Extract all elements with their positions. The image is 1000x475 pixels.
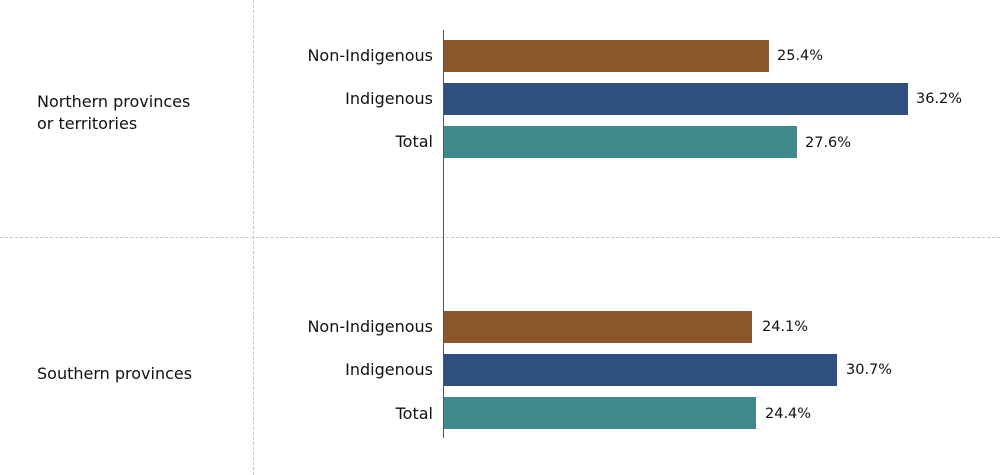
- value-label: 36.2%: [916, 91, 963, 107]
- value-label: 30.7%: [846, 362, 893, 378]
- bar-northern-indigenous: [444, 83, 908, 115]
- value-label: 27.6%: [805, 135, 852, 151]
- value-label: 25.4%: [777, 48, 824, 64]
- group-label-northern: Northern provinces or territories: [37, 92, 191, 133]
- group-label-southern: Southern provinces: [37, 364, 193, 383]
- y-axis-line: [443, 30, 444, 438]
- bar-southern-total: [444, 397, 756, 429]
- category-label: Non-Indigenous: [307, 317, 433, 336]
- value-label: 24.1%: [762, 319, 809, 335]
- bar-northern-non-indigenous: [444, 40, 769, 72]
- category-label: Indigenous: [345, 89, 433, 108]
- value-label: 24.4%: [765, 406, 812, 422]
- category-label: Indigenous: [345, 360, 433, 379]
- group-divider-horizontal: [0, 237, 1000, 238]
- bar-southern-indigenous: [444, 354, 837, 386]
- category-label: Non-Indigenous: [307, 46, 433, 65]
- category-label: Total: [395, 404, 433, 423]
- bar-southern-non-indigenous: [444, 311, 752, 343]
- category-label: Total: [395, 132, 433, 151]
- bar-northern-total: [444, 126, 797, 158]
